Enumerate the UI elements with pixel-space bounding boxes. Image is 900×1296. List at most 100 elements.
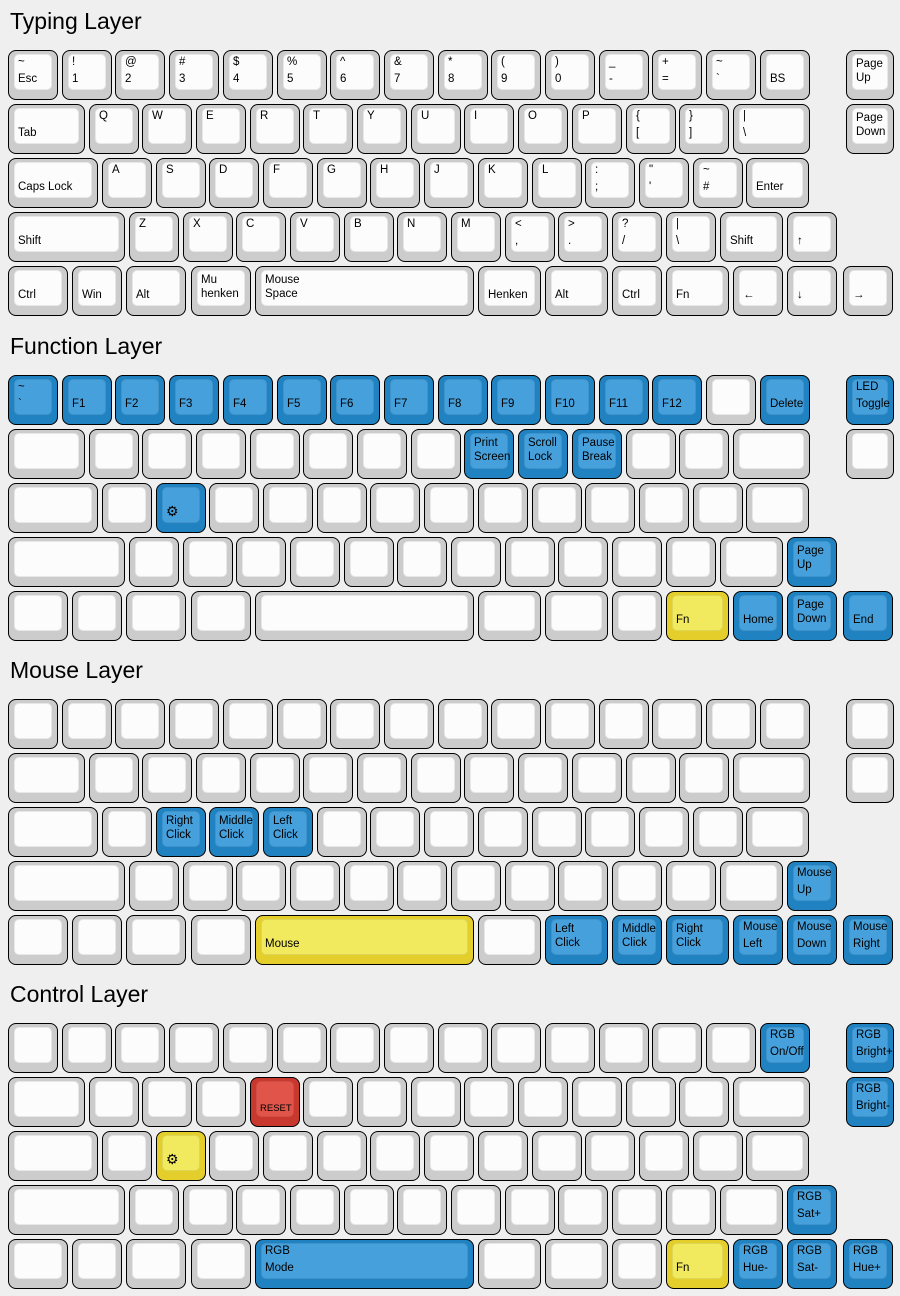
key-blank[interactable] (250, 429, 300, 479)
key-satplus[interactable]: RGB Sat+ (787, 1185, 837, 1235)
key-f5[interactable]: F5 (277, 375, 327, 425)
key-page-up[interactable]: Page Up (787, 537, 837, 587)
key-fn[interactable]: Fn (666, 266, 729, 316)
key-f10[interactable]: F10 (545, 375, 595, 425)
key-mouse[interactable]: Mouse (255, 915, 474, 965)
key-blank[interactable] (720, 537, 783, 587)
key-blank[interactable] (612, 591, 662, 641)
key-mu-henken[interactable]: Mu henken (191, 266, 251, 316)
key-y[interactable]: Y (357, 104, 407, 154)
key-g[interactable]: G (317, 158, 367, 208)
key-period[interactable]: >. (558, 212, 608, 262)
key-n[interactable]: N (397, 212, 447, 262)
key-left-click[interactable]: Left Click (545, 915, 608, 965)
key-blank[interactable] (290, 861, 340, 911)
key-blank[interactable] (846, 753, 894, 803)
key-blank[interactable] (397, 537, 447, 587)
key-blank[interactable] (679, 429, 729, 479)
key-blank[interactable] (639, 483, 689, 533)
key-arrow-up[interactable]: ↑ (787, 212, 837, 262)
key-blank[interactable] (223, 699, 273, 749)
key-blank[interactable] (89, 753, 139, 803)
key-j[interactable]: J (424, 158, 474, 208)
key-blank[interactable] (720, 861, 783, 911)
key-blank[interactable] (411, 1077, 461, 1127)
key-hueminus[interactable]: RGB Hue- (733, 1239, 783, 1289)
key-blank[interactable] (126, 1239, 186, 1289)
key-blank[interactable] (8, 483, 98, 533)
key-blank[interactable] (344, 1185, 394, 1235)
key-up[interactable]: Mouse Up (787, 861, 837, 911)
key-blank[interactable] (679, 753, 729, 803)
key-f7[interactable]: F7 (384, 375, 434, 425)
key-blank[interactable] (191, 1239, 251, 1289)
key-blank[interactable] (558, 1185, 608, 1235)
key-left[interactable]: Mouse Left (733, 915, 783, 965)
key-blank[interactable] (438, 699, 488, 749)
key-blank[interactable] (236, 861, 286, 911)
key-caps-lock[interactable]: Caps Lock (8, 158, 98, 208)
key-blank[interactable] (129, 537, 179, 587)
key-blank[interactable] (397, 861, 447, 911)
key-onslash-off[interactable]: RGB On/Off (760, 1023, 810, 1073)
key-blank[interactable] (464, 753, 514, 803)
key-blank[interactable] (370, 1131, 420, 1181)
key-1[interactable]: ! 1 (62, 50, 112, 100)
key-mouse-space[interactable]: Mouse Space (255, 266, 474, 316)
key-blank[interactable] (545, 699, 595, 749)
key-blank[interactable] (451, 861, 501, 911)
key-blank[interactable] (236, 1185, 286, 1235)
key-blank[interactable] (558, 861, 608, 911)
key-blank[interactable] (62, 699, 112, 749)
key-blank[interactable] (639, 807, 689, 857)
key-f2[interactable]: F2 (115, 375, 165, 425)
key-blank[interactable] (102, 807, 152, 857)
key-s[interactable]: S (156, 158, 206, 208)
key-blank[interactable] (545, 1239, 608, 1289)
key-blank[interactable] (666, 861, 716, 911)
key-6[interactable]: ^ 6 (330, 50, 380, 100)
key-blank[interactable] (303, 753, 353, 803)
key-blank[interactable] (478, 915, 541, 965)
key-blank[interactable] (72, 1239, 122, 1289)
key-blank[interactable] (290, 537, 340, 587)
key-slash[interactable]: ? / (612, 212, 662, 262)
key-blank[interactable] (652, 699, 702, 749)
key-blank[interactable] (518, 753, 568, 803)
key-backtick[interactable]: ~ ` (8, 375, 58, 425)
key-blank[interactable] (89, 429, 139, 479)
key-p[interactable]: P (572, 104, 622, 154)
key-blank[interactable] (733, 429, 810, 479)
key-blank[interactable] (451, 1185, 501, 1235)
key-blank[interactable] (626, 753, 676, 803)
key-alt[interactable]: Alt (545, 266, 608, 316)
key-delete[interactable]: Delete (760, 375, 810, 425)
key-blank[interactable] (72, 915, 122, 965)
key-blank[interactable] (706, 375, 756, 425)
key-blank[interactable] (585, 483, 635, 533)
key-blank[interactable] (558, 537, 608, 587)
key-blank[interactable] (693, 807, 743, 857)
key-blank[interactable] (255, 591, 474, 641)
key-hash[interactable]: ~ # (693, 158, 743, 208)
key-blank[interactable] (478, 1131, 528, 1181)
key-w[interactable]: W (142, 104, 192, 154)
key-blank[interactable] (424, 807, 474, 857)
key-blank[interactable] (545, 591, 608, 641)
key-blank[interactable] (250, 753, 300, 803)
key-8[interactable]: * 8 (438, 50, 488, 100)
key-gear-icon[interactable]: ⚙ (156, 483, 206, 533)
key-mode[interactable]: RGB Mode (255, 1239, 474, 1289)
key-satminus[interactable]: RGB Sat- (787, 1239, 837, 1289)
key-d[interactable]: D (209, 158, 259, 208)
key-blank[interactable] (612, 1185, 662, 1235)
key-blank[interactable] (491, 1023, 541, 1073)
key-blank[interactable] (129, 861, 179, 911)
key-blank[interactable] (478, 483, 528, 533)
key-pause-break[interactable]: Pause Break (572, 429, 622, 479)
key-blank[interactable] (102, 1131, 152, 1181)
key-blank[interactable] (8, 807, 98, 857)
key-blank[interactable] (129, 1185, 179, 1235)
key-blank[interactable] (263, 483, 313, 533)
key-m[interactable]: M (451, 212, 501, 262)
